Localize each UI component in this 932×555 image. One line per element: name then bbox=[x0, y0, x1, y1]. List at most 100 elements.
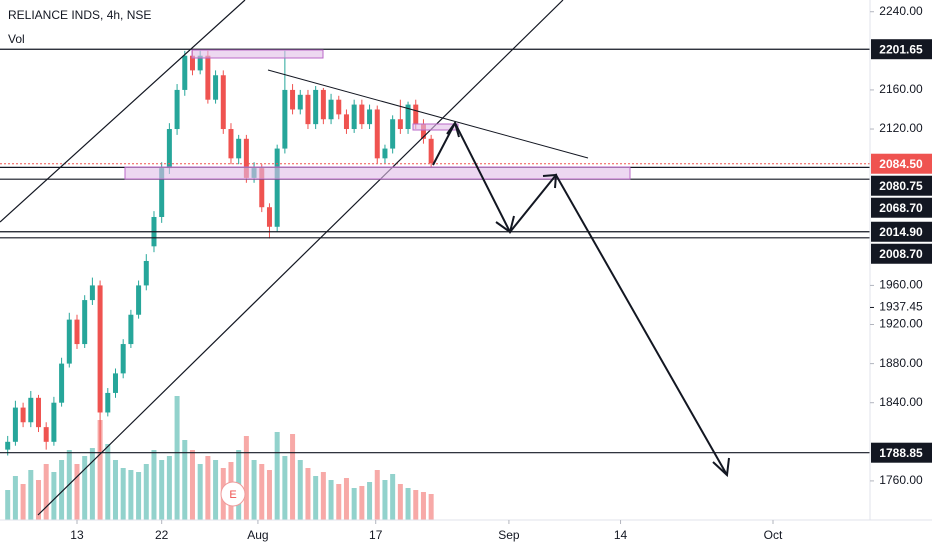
x-tick-label: Aug bbox=[247, 528, 268, 542]
arrow-head bbox=[542, 173, 558, 189]
candle-body bbox=[236, 138, 242, 159]
volume-bar bbox=[128, 470, 134, 520]
candle-body bbox=[243, 138, 249, 178]
candle-body bbox=[51, 402, 57, 442]
candle-body bbox=[420, 124, 426, 139]
volume-bar bbox=[259, 464, 265, 520]
channel-line bbox=[0, 0, 246, 223]
level-box bbox=[871, 153, 932, 174]
candle-body bbox=[20, 407, 26, 423]
candle-body bbox=[367, 109, 373, 125]
candle-body bbox=[220, 75, 226, 130]
volume-bar bbox=[266, 470, 272, 520]
candle-body bbox=[74, 319, 80, 345]
volume-bar bbox=[359, 486, 365, 520]
candle-body bbox=[266, 207, 272, 227]
level-label: 1937.45 bbox=[879, 300, 923, 314]
candle-body bbox=[136, 285, 142, 315]
candle-body bbox=[336, 99, 342, 115]
volume-bar bbox=[174, 396, 180, 520]
volume-bar bbox=[82, 456, 88, 520]
candle-body bbox=[320, 89, 326, 120]
candle-body bbox=[82, 300, 88, 345]
volume-bar bbox=[12, 476, 18, 520]
volume-bar bbox=[274, 432, 280, 520]
arrow-head bbox=[495, 215, 515, 234]
y-tick-label: 1880.00 bbox=[879, 356, 923, 370]
trend-line bbox=[267, 69, 589, 159]
candle-body bbox=[413, 104, 419, 125]
y-tick-label: 2120.00 bbox=[879, 121, 923, 135]
volume-bar bbox=[97, 420, 103, 520]
candle-body bbox=[282, 89, 288, 149]
candle-body bbox=[205, 55, 211, 100]
volume-bar bbox=[367, 482, 373, 520]
volume-bar bbox=[51, 472, 57, 520]
channel-line bbox=[37, 0, 564, 516]
volume-bar bbox=[405, 488, 411, 520]
y-tick-label: 2160.00 bbox=[879, 82, 923, 96]
volume-bar bbox=[166, 456, 172, 520]
x-tick-label: 17 bbox=[369, 528, 383, 542]
x-tick-label: 22 bbox=[155, 528, 169, 542]
volume-bar bbox=[343, 478, 349, 520]
candle-body bbox=[35, 397, 41, 428]
volume-bar bbox=[205, 456, 211, 520]
volume-bar bbox=[313, 476, 319, 520]
volume-bar bbox=[197, 464, 203, 520]
chart-title: RELIANCE INDS, 4h, NSE bbox=[8, 8, 151, 22]
candle-body bbox=[43, 427, 49, 442]
candle-body bbox=[213, 75, 219, 100]
volume-bar bbox=[182, 440, 188, 520]
drawings: E bbox=[0, 0, 730, 516]
candle-body bbox=[351, 104, 357, 130]
candle-body bbox=[174, 89, 180, 130]
arrow-head bbox=[446, 120, 460, 138]
candle-body bbox=[182, 55, 188, 90]
volume-bar bbox=[382, 480, 388, 520]
volume-bar bbox=[43, 464, 49, 520]
level-box bbox=[871, 175, 932, 196]
zone-rect bbox=[124, 166, 631, 180]
volume-bar bbox=[320, 472, 326, 520]
candle-body bbox=[189, 55, 195, 71]
volume-bar bbox=[243, 436, 249, 520]
candle-body bbox=[120, 344, 126, 374]
candle-body bbox=[343, 114, 349, 130]
volume-bar bbox=[428, 494, 434, 520]
arrow-head bbox=[712, 457, 730, 478]
price-axis: 2240.00 2160.00 2120.00 1960.00 1920.00 1880.… bbox=[70, 4, 932, 542]
level-box bbox=[871, 197, 932, 218]
candle-body bbox=[66, 319, 72, 364]
candle-body bbox=[59, 363, 65, 403]
y-tick-label: 1840.00 bbox=[879, 395, 923, 409]
x-tick-label: Oct bbox=[764, 528, 783, 542]
candle-body bbox=[197, 55, 203, 71]
level-label: 2068.70 bbox=[879, 201, 923, 215]
level-label: 2014.90 bbox=[879, 225, 923, 239]
volume-bar bbox=[328, 480, 334, 520]
volume-bar bbox=[89, 448, 95, 520]
volume-bar bbox=[413, 490, 419, 520]
volume-bar bbox=[213, 460, 219, 520]
volume-bar bbox=[290, 434, 296, 520]
volume-bar bbox=[282, 456, 288, 520]
candle-body bbox=[128, 314, 134, 345]
x-tick-label: 13 bbox=[70, 528, 84, 542]
candle-body bbox=[382, 148, 388, 159]
volume-bar bbox=[151, 450, 157, 520]
level-label: 2080.75 bbox=[879, 179, 923, 193]
volume-bar bbox=[120, 468, 126, 520]
candle-body bbox=[166, 129, 172, 169]
earnings-marker[interactable] bbox=[220, 481, 246, 507]
volume-bar bbox=[305, 468, 311, 520]
level-label: 2084.50 bbox=[879, 157, 923, 171]
level-label: 2201.65 bbox=[879, 42, 923, 56]
candle-body bbox=[328, 99, 334, 120]
candle-body bbox=[390, 119, 396, 149]
volume-bar bbox=[336, 484, 342, 520]
volume-bar bbox=[112, 460, 118, 520]
y-tick-label: 1960.00 bbox=[879, 278, 923, 292]
